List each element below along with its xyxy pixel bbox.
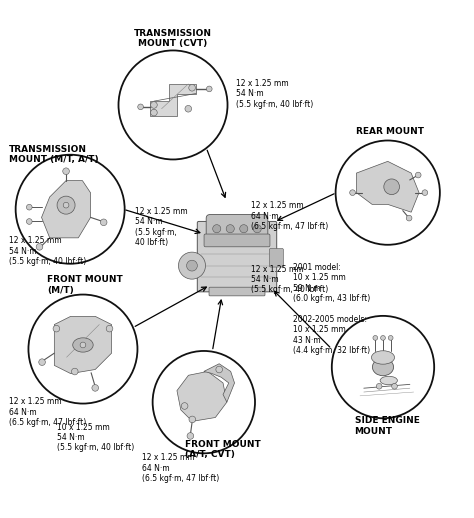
Text: 12 x 1.25 mm
64 N·m
(6.5 kgf·m, 47 lbf·ft): 12 x 1.25 mm 64 N·m (6.5 kgf·m, 47 lbf·f…	[251, 201, 328, 231]
Circle shape	[206, 86, 212, 92]
Text: FRONT MOUNT
(A/T, CVT): FRONT MOUNT (A/T, CVT)	[185, 440, 261, 459]
FancyBboxPatch shape	[204, 234, 270, 247]
Circle shape	[63, 203, 69, 208]
Polygon shape	[150, 84, 196, 117]
Circle shape	[240, 225, 248, 233]
Ellipse shape	[73, 338, 93, 352]
Ellipse shape	[373, 358, 393, 376]
Text: TRANSMISSION
MOUNT (M/T, A/T): TRANSMISSION MOUNT (M/T, A/T)	[9, 145, 98, 164]
Ellipse shape	[380, 376, 397, 385]
Circle shape	[39, 359, 46, 366]
Circle shape	[187, 433, 194, 439]
Circle shape	[138, 104, 144, 110]
Polygon shape	[356, 161, 419, 212]
Circle shape	[336, 140, 440, 245]
FancyBboxPatch shape	[197, 221, 277, 292]
FancyBboxPatch shape	[269, 249, 283, 267]
Text: 12 x 1.25 mm
54 N·m
(5.5 kgf·m, 40 lbf·ft): 12 x 1.25 mm 54 N·m (5.5 kgf·m, 40 lbf·f…	[251, 265, 328, 295]
Text: FRONT MOUNT
(M/T): FRONT MOUNT (M/T)	[47, 276, 123, 295]
Circle shape	[151, 109, 157, 116]
Circle shape	[63, 168, 69, 175]
Polygon shape	[42, 181, 91, 238]
Circle shape	[415, 172, 421, 178]
Circle shape	[27, 219, 32, 224]
Circle shape	[118, 50, 228, 160]
Circle shape	[373, 336, 378, 340]
Circle shape	[332, 316, 434, 418]
Circle shape	[53, 325, 60, 332]
Circle shape	[178, 252, 205, 279]
Circle shape	[28, 295, 137, 404]
Text: 12 x 1.25 mm
54 N·m
(5.5 kgf·m, 40 lbf·ft): 12 x 1.25 mm 54 N·m (5.5 kgf·m, 40 lbf·f…	[236, 79, 313, 109]
FancyBboxPatch shape	[209, 287, 265, 296]
Circle shape	[216, 366, 222, 373]
Circle shape	[16, 155, 125, 264]
Polygon shape	[55, 316, 111, 373]
Circle shape	[106, 325, 113, 332]
Circle shape	[226, 225, 234, 233]
Circle shape	[27, 204, 32, 210]
Circle shape	[80, 342, 86, 348]
Circle shape	[187, 260, 197, 271]
Circle shape	[384, 179, 400, 195]
Circle shape	[388, 336, 393, 340]
Text: 12 x 1.25 mm
64 N·m
(6.5 kgf·m, 47 lbf·ft): 12 x 1.25 mm 64 N·m (6.5 kgf·m, 47 lbf·f…	[9, 397, 86, 427]
Circle shape	[153, 351, 255, 453]
Text: TRANSMISSION
MOUNT (CVT): TRANSMISSION MOUNT (CVT)	[134, 29, 212, 48]
Circle shape	[189, 416, 196, 423]
Circle shape	[213, 225, 221, 233]
Circle shape	[185, 106, 191, 112]
Circle shape	[151, 102, 157, 108]
Circle shape	[422, 190, 428, 195]
FancyBboxPatch shape	[206, 214, 268, 242]
Circle shape	[36, 243, 43, 250]
Text: 10 x 1.25 mm
54 N·m
(5.5 kgf·m, 40 lbf·ft): 10 x 1.25 mm 54 N·m (5.5 kgf·m, 40 lbf·f…	[57, 423, 134, 452]
Text: 2001 model:
10 x 1.25 mm
59 N·m
(6.0 kgf·m, 43 lbf·ft)

2002-2005 models:
10 x 1: 2001 model: 10 x 1.25 mm 59 N·m (6.0 kgf…	[293, 263, 370, 355]
Polygon shape	[177, 371, 227, 421]
Circle shape	[253, 225, 261, 233]
Circle shape	[181, 402, 188, 409]
Circle shape	[376, 383, 382, 389]
Circle shape	[392, 383, 397, 389]
Text: 12 x 1.25 mm
54 N·m
(5.5 kgf·m,
40 lbf·ft): 12 x 1.25 mm 54 N·m (5.5 kgf·m, 40 lbf·f…	[135, 207, 188, 247]
Circle shape	[381, 336, 385, 340]
Ellipse shape	[372, 351, 394, 364]
Text: 12 x 1.25 mm
54 N·m
(5.5 kgf·m, 40 lbf·ft): 12 x 1.25 mm 54 N·m (5.5 kgf·m, 40 lbf·f…	[9, 236, 86, 266]
Circle shape	[189, 84, 195, 91]
Text: SIDE ENGINE
MOUNT: SIDE ENGINE MOUNT	[355, 416, 419, 436]
Text: REAR MOUNT: REAR MOUNT	[356, 126, 423, 136]
Circle shape	[406, 215, 412, 221]
Circle shape	[92, 384, 99, 391]
Circle shape	[72, 368, 78, 375]
Text: 12 x 1.25 mm
64 N·m
(6.5 kgf·m, 47 lbf·ft): 12 x 1.25 mm 64 N·m (6.5 kgf·m, 47 lbf·f…	[142, 453, 219, 483]
Circle shape	[57, 196, 75, 214]
Polygon shape	[204, 364, 235, 402]
Circle shape	[350, 190, 356, 195]
Circle shape	[100, 219, 107, 226]
